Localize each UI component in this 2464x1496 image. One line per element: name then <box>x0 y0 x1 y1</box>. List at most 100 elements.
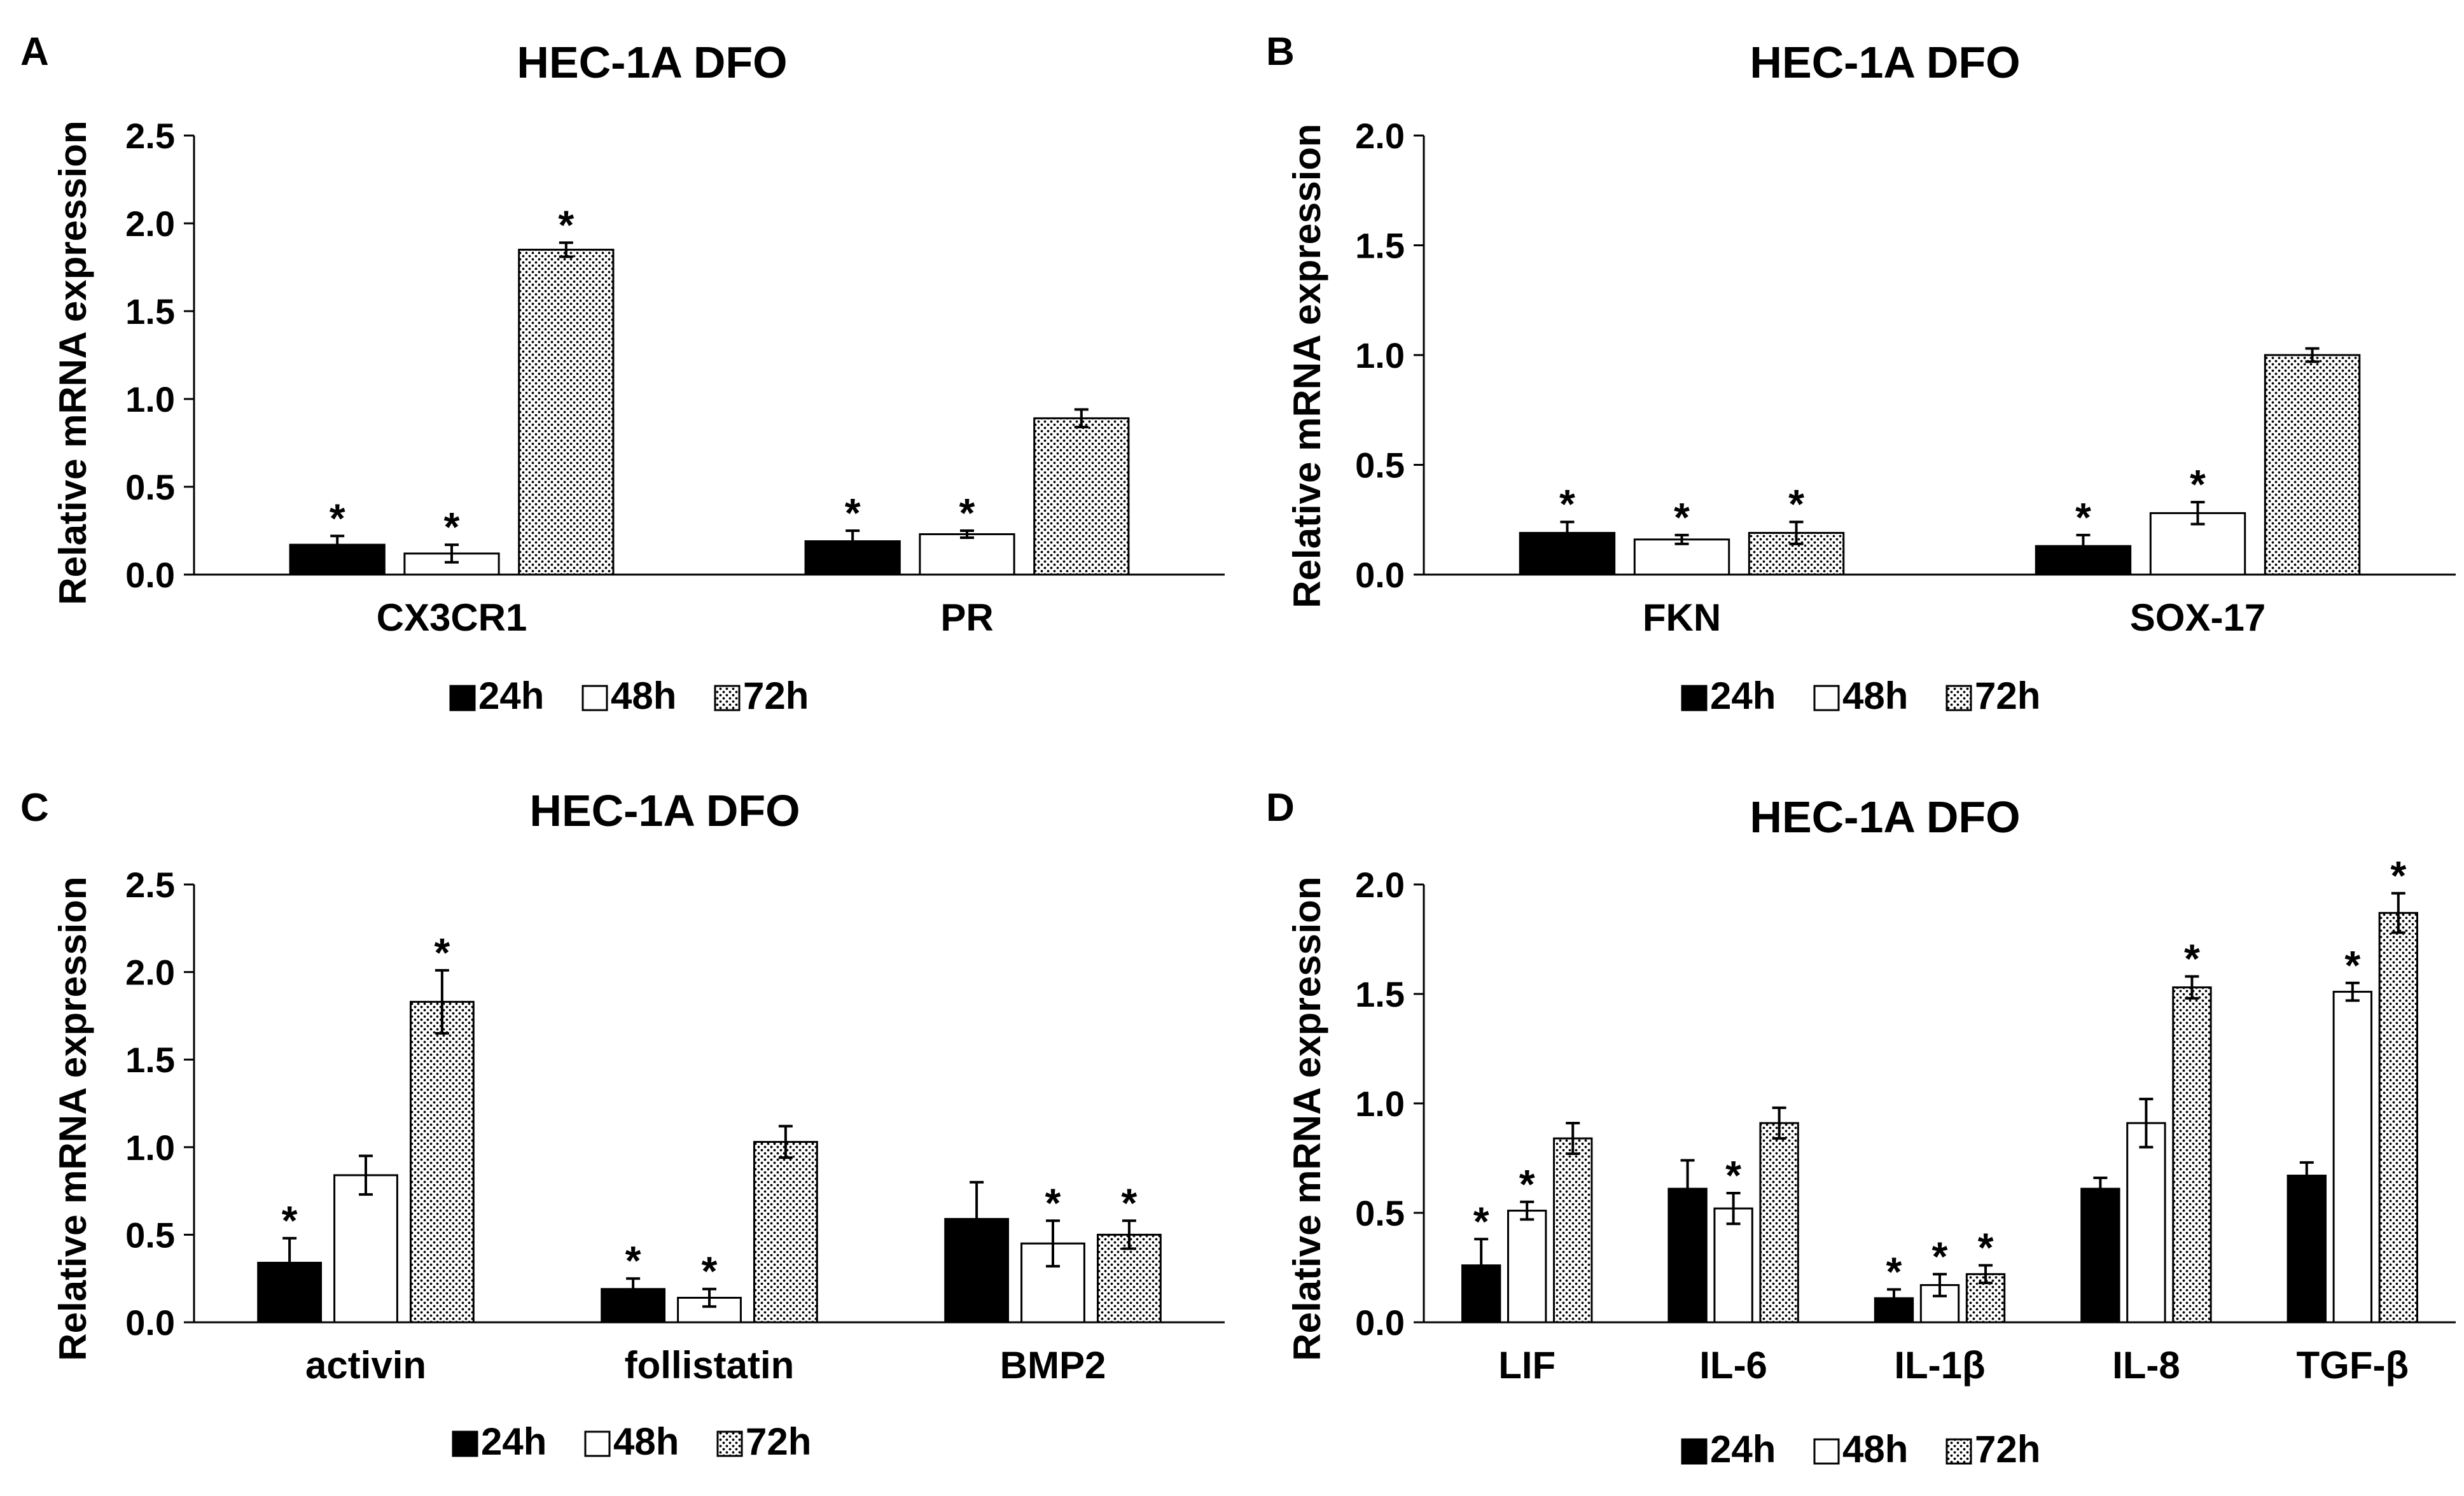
y-tick-label: 1.5 <box>1355 226 1405 266</box>
plot-area: 0.0 0.5 1.0 1.5 2.0 FKN * * * SOX-17 * * <box>1355 116 2456 639</box>
significance-asterisk: * <box>434 930 450 975</box>
x-tick-label: LIF <box>1498 1344 1556 1387</box>
significance-asterisk: * <box>1886 1248 1902 1294</box>
bar-48h <box>2126 1122 2166 1324</box>
x-tick-label: TGF-β <box>2297 1344 2409 1387</box>
y-axis-label: Relative mRNA expression <box>52 876 94 1360</box>
x-tick-label: FKN <box>1643 596 1721 639</box>
bar-48h <box>1919 1284 1960 1324</box>
legend: 24h 48h 72h <box>1681 1428 2040 1471</box>
y-tick-label: 1.5 <box>125 1040 175 1080</box>
legend: 24h 48h 72h <box>449 675 809 717</box>
plot-area: 0.0 0.5 1.0 1.5 2.0 2.5 CX3CR1 * * * PR * * <box>125 116 1225 639</box>
panel-b: B HEC-1A DFO Relative mRNA expression 0.… <box>1266 30 2456 717</box>
bar-48h <box>333 1174 398 1324</box>
x-tick-label: PR <box>940 596 993 639</box>
y-tick-label: 2.5 <box>125 116 175 156</box>
bar-72h <box>753 1141 818 1324</box>
legend-item-72h: 72h <box>716 1420 811 1463</box>
legend-swatch-72h <box>1945 685 1972 711</box>
legend-label: 72h <box>746 1420 811 1463</box>
x-tick-label: follistatin <box>625 1344 795 1387</box>
legend-label: 48h <box>613 1420 679 1463</box>
significance-asterisk: * <box>845 490 861 536</box>
legend-label: 48h <box>611 675 676 717</box>
legend-item-48h: 48h <box>581 675 676 717</box>
legend-item-48h: 48h <box>584 1420 679 1463</box>
significance-asterisk: * <box>1932 1233 1948 1279</box>
legend-swatch-72h <box>716 1430 743 1457</box>
legend-swatch-48h <box>1813 685 1840 711</box>
legend: 24h 48h 72h <box>1681 675 2040 717</box>
y-tick-label: 1.0 <box>1355 335 1405 375</box>
x-tick-label: SOX-17 <box>2130 596 2266 639</box>
legend-swatch-24h <box>449 685 476 711</box>
bar-72h <box>409 1000 475 1324</box>
legend-item-24h: 24h <box>452 1420 546 1463</box>
y-tick-label: 0.5 <box>125 1215 175 1255</box>
y-tick-label: 1.5 <box>125 291 175 332</box>
legend-swatch-24h <box>1681 1438 1708 1465</box>
bar-48h <box>1713 1207 1753 1324</box>
significance-asterisk: * <box>2184 935 2200 981</box>
significance-asterisk: * <box>2075 494 2091 540</box>
significance-asterisk: * <box>1121 1180 1137 1226</box>
significance-asterisk: * <box>444 504 460 550</box>
y-tick-label: 1.0 <box>1355 1084 1405 1124</box>
chart-title: HEC-1A DFO <box>517 38 787 87</box>
significance-asterisk: * <box>702 1248 718 1294</box>
legend-swatch-48h <box>584 1430 611 1457</box>
x-tick-label: IL-8 <box>2112 1344 2180 1387</box>
plot-area: 0.0 0.5 1.0 1.5 2.0 2.5 activin * * follistatin * *… <box>125 865 1225 1387</box>
legend-item-48h: 48h <box>1813 1428 1908 1471</box>
significance-asterisk: * <box>1674 494 1690 540</box>
legend-item-72h: 72h <box>714 675 809 717</box>
legend: 24h 48h 72h <box>452 1420 811 1463</box>
panel-d: D HEC-1A DFO Relative mRNA expression 0.… <box>1266 786 2456 1471</box>
significance-asterisk: * <box>1045 1180 1061 1226</box>
legend-swatch-24h <box>1681 685 1708 711</box>
panel-label: D <box>1266 786 1295 830</box>
legend-label: 72h <box>1975 675 2040 717</box>
bar-24h <box>2287 1175 2327 1324</box>
bar-72h <box>1033 417 1130 576</box>
bar-72h <box>518 248 615 576</box>
legend-swatch-72h <box>1945 1438 1972 1465</box>
panel-c: C HEC-1A DFO Relative mRNA expression 0.… <box>20 786 1225 1463</box>
significance-asterisk: * <box>2190 461 2206 507</box>
bar-48h <box>1633 538 1730 576</box>
legend-label: 24h <box>1710 1428 1776 1471</box>
x-tick-label: IL-6 <box>1699 1344 1767 1387</box>
bar-72h <box>2172 986 2212 1324</box>
y-tick-label: 2.0 <box>1355 116 1405 156</box>
y-tick-label: 2.5 <box>125 865 175 905</box>
legend-label: 72h <box>743 675 809 717</box>
chart-title: HEC-1A DFO <box>529 786 800 835</box>
legend-label: 24h <box>481 1420 546 1463</box>
bar-72h <box>2378 912 2418 1324</box>
legend-swatch-24h <box>452 1430 478 1457</box>
panel-label: C <box>20 786 49 830</box>
significance-asterisk: * <box>1788 481 1804 527</box>
chart-title: HEC-1A DFO <box>1750 38 2020 87</box>
legend-item-24h: 24h <box>1681 1428 1776 1471</box>
bar-72h <box>1553 1137 1593 1324</box>
legend-item-24h: 24h <box>449 675 544 717</box>
y-tick-label: 2.0 <box>125 953 175 993</box>
legend-label: 24h <box>478 675 544 717</box>
significance-asterisk: * <box>282 1198 298 1243</box>
bar-24h <box>2080 1187 2120 1324</box>
y-tick-label: 0.0 <box>1355 1303 1405 1343</box>
legend-label: 48h <box>1842 675 1908 717</box>
y-tick-label: 0.0 <box>125 555 175 595</box>
bar-48h <box>919 533 1015 576</box>
panel-a: A HEC-1A DFO Relative mRNA expression 0.… <box>20 30 1225 717</box>
plot-area: 0.0 0.5 1.0 1.5 2.0 LIF * * IL-6 * IL-1β * * * IL-8 * TG… <box>1355 853 2456 1387</box>
chart-title: HEC-1A DFO <box>1750 792 2020 842</box>
significance-asterisk: * <box>1559 481 1575 527</box>
y-tick-label: 0.5 <box>1355 445 1405 486</box>
y-tick-label: 1.5 <box>1355 974 1405 1014</box>
significance-asterisk: * <box>959 490 975 536</box>
significance-asterisk: * <box>330 495 345 541</box>
